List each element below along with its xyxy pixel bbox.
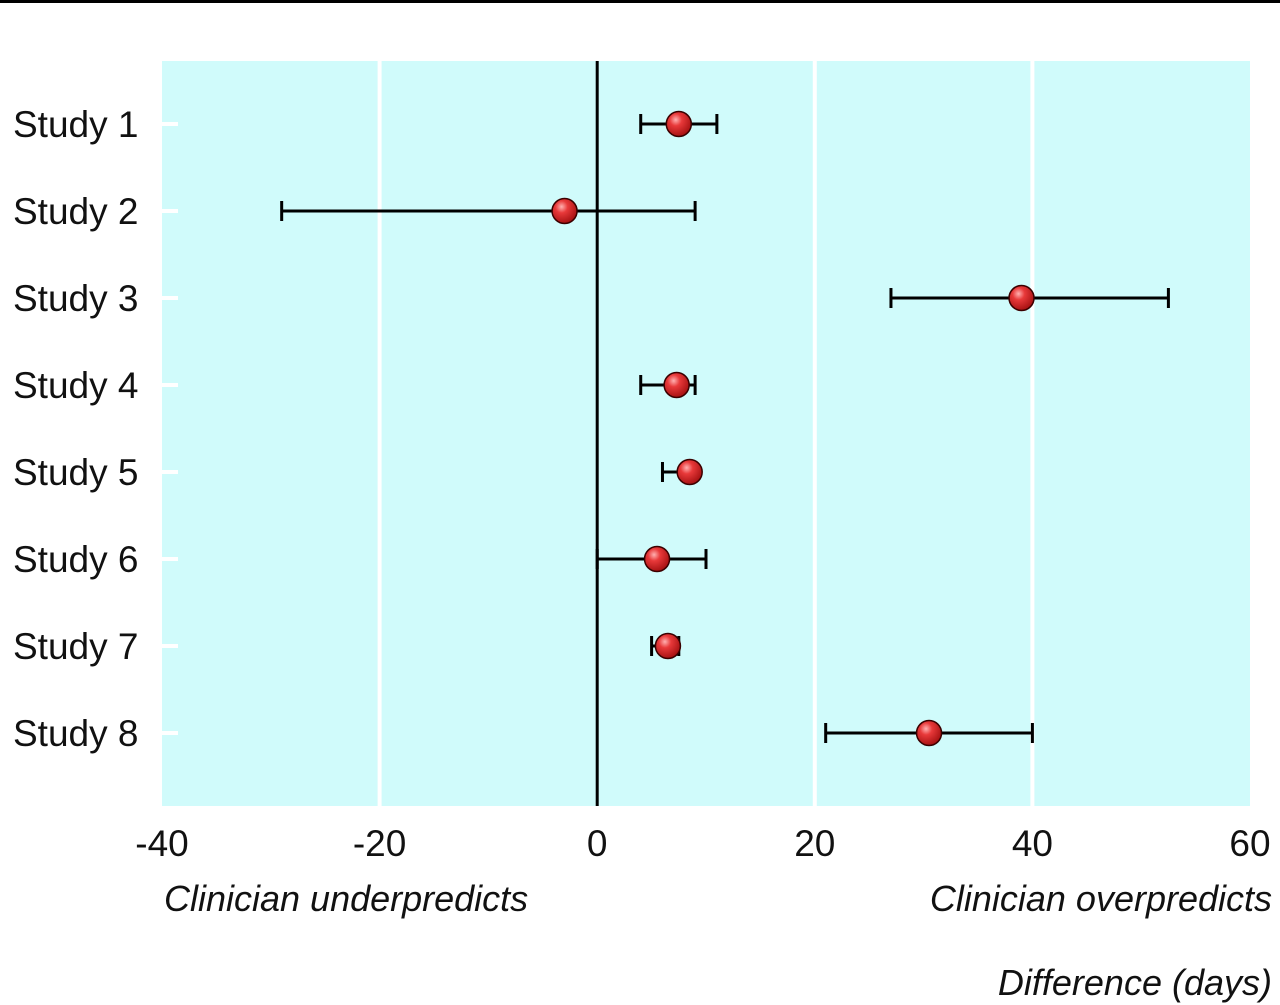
study-label: Study 2 bbox=[13, 191, 138, 232]
study-label: Study 1 bbox=[13, 104, 138, 145]
point-estimate bbox=[1008, 284, 1035, 312]
study-label: Study 3 bbox=[13, 278, 138, 319]
study-label: Study 4 bbox=[13, 365, 138, 406]
x-tick-label: -20 bbox=[353, 823, 406, 864]
point-estimate bbox=[643, 545, 671, 573]
point-estimate bbox=[551, 197, 578, 225]
study-label: Study 5 bbox=[13, 452, 138, 493]
point-estimate bbox=[676, 458, 703, 486]
x-tick-label: -40 bbox=[135, 823, 188, 864]
x-tick-label: 0 bbox=[587, 823, 608, 864]
top-rule bbox=[0, 0, 1280, 3]
study-label: Study 6 bbox=[13, 539, 138, 580]
x-tick-label: 20 bbox=[794, 823, 835, 864]
x-tick-label: 40 bbox=[1012, 823, 1053, 864]
point-estimate bbox=[663, 371, 690, 399]
study-label: Study 8 bbox=[13, 713, 138, 754]
annotation-right: Clinician overpredicts bbox=[930, 878, 1272, 919]
point-estimate bbox=[915, 719, 943, 747]
annotation-left: Clinician underpredicts bbox=[164, 878, 528, 919]
plot-area bbox=[162, 61, 1250, 806]
study-label: Study 7 bbox=[13, 626, 138, 667]
point-estimate bbox=[654, 632, 682, 660]
x-tick-label: 60 bbox=[1229, 823, 1270, 864]
point-estimate bbox=[665, 110, 693, 138]
x-axis-label: Difference (days) bbox=[998, 962, 1272, 1003]
